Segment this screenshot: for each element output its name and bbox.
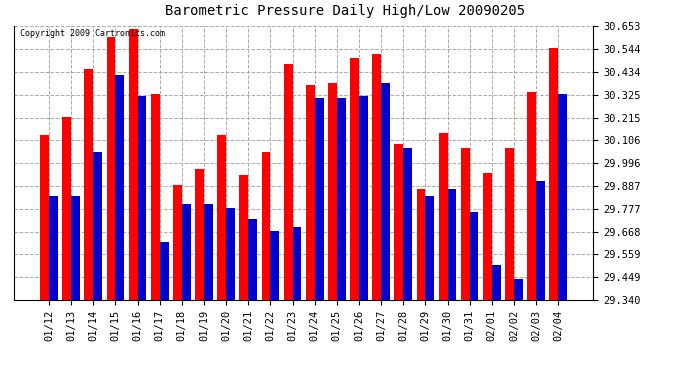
Bar xyxy=(217,135,226,300)
Bar xyxy=(395,144,403,300)
Bar xyxy=(84,69,93,300)
Bar xyxy=(425,196,434,300)
Bar xyxy=(315,98,324,300)
Bar xyxy=(417,189,425,300)
Bar xyxy=(293,227,302,300)
Bar xyxy=(115,75,124,300)
Bar xyxy=(151,94,159,300)
Bar xyxy=(337,98,346,300)
Bar xyxy=(284,64,293,300)
Bar xyxy=(359,96,368,300)
Bar xyxy=(483,173,492,300)
Bar xyxy=(204,204,213,300)
Bar xyxy=(492,264,501,300)
Bar xyxy=(403,148,412,300)
Bar xyxy=(262,152,270,300)
Bar xyxy=(226,208,235,300)
Bar xyxy=(49,196,58,300)
Bar xyxy=(505,148,514,300)
Bar xyxy=(306,85,315,300)
Bar xyxy=(328,83,337,300)
Bar xyxy=(514,279,523,300)
Bar xyxy=(182,204,190,300)
Bar xyxy=(536,181,545,300)
Bar xyxy=(248,219,257,300)
Bar xyxy=(439,133,448,300)
Bar xyxy=(527,92,536,300)
Text: Barometric Pressure Daily High/Low 20090205: Barometric Pressure Daily High/Low 20090… xyxy=(165,4,525,18)
Bar xyxy=(195,169,204,300)
Bar xyxy=(129,29,137,300)
Bar xyxy=(93,152,102,300)
Bar xyxy=(173,185,182,300)
Bar xyxy=(40,135,49,300)
Bar xyxy=(62,117,71,300)
Bar xyxy=(71,196,80,300)
Bar xyxy=(106,37,115,300)
Bar xyxy=(137,96,146,300)
Text: Copyright 2009 Cartronics.com: Copyright 2009 Cartronics.com xyxy=(19,29,165,38)
Bar xyxy=(549,48,558,300)
Bar xyxy=(159,242,168,300)
Bar xyxy=(381,83,390,300)
Bar xyxy=(558,94,567,300)
Bar xyxy=(470,212,478,300)
Bar xyxy=(461,148,470,300)
Bar xyxy=(350,58,359,300)
Bar xyxy=(239,175,248,300)
Bar xyxy=(372,54,381,300)
Bar xyxy=(448,189,456,300)
Bar xyxy=(270,231,279,300)
